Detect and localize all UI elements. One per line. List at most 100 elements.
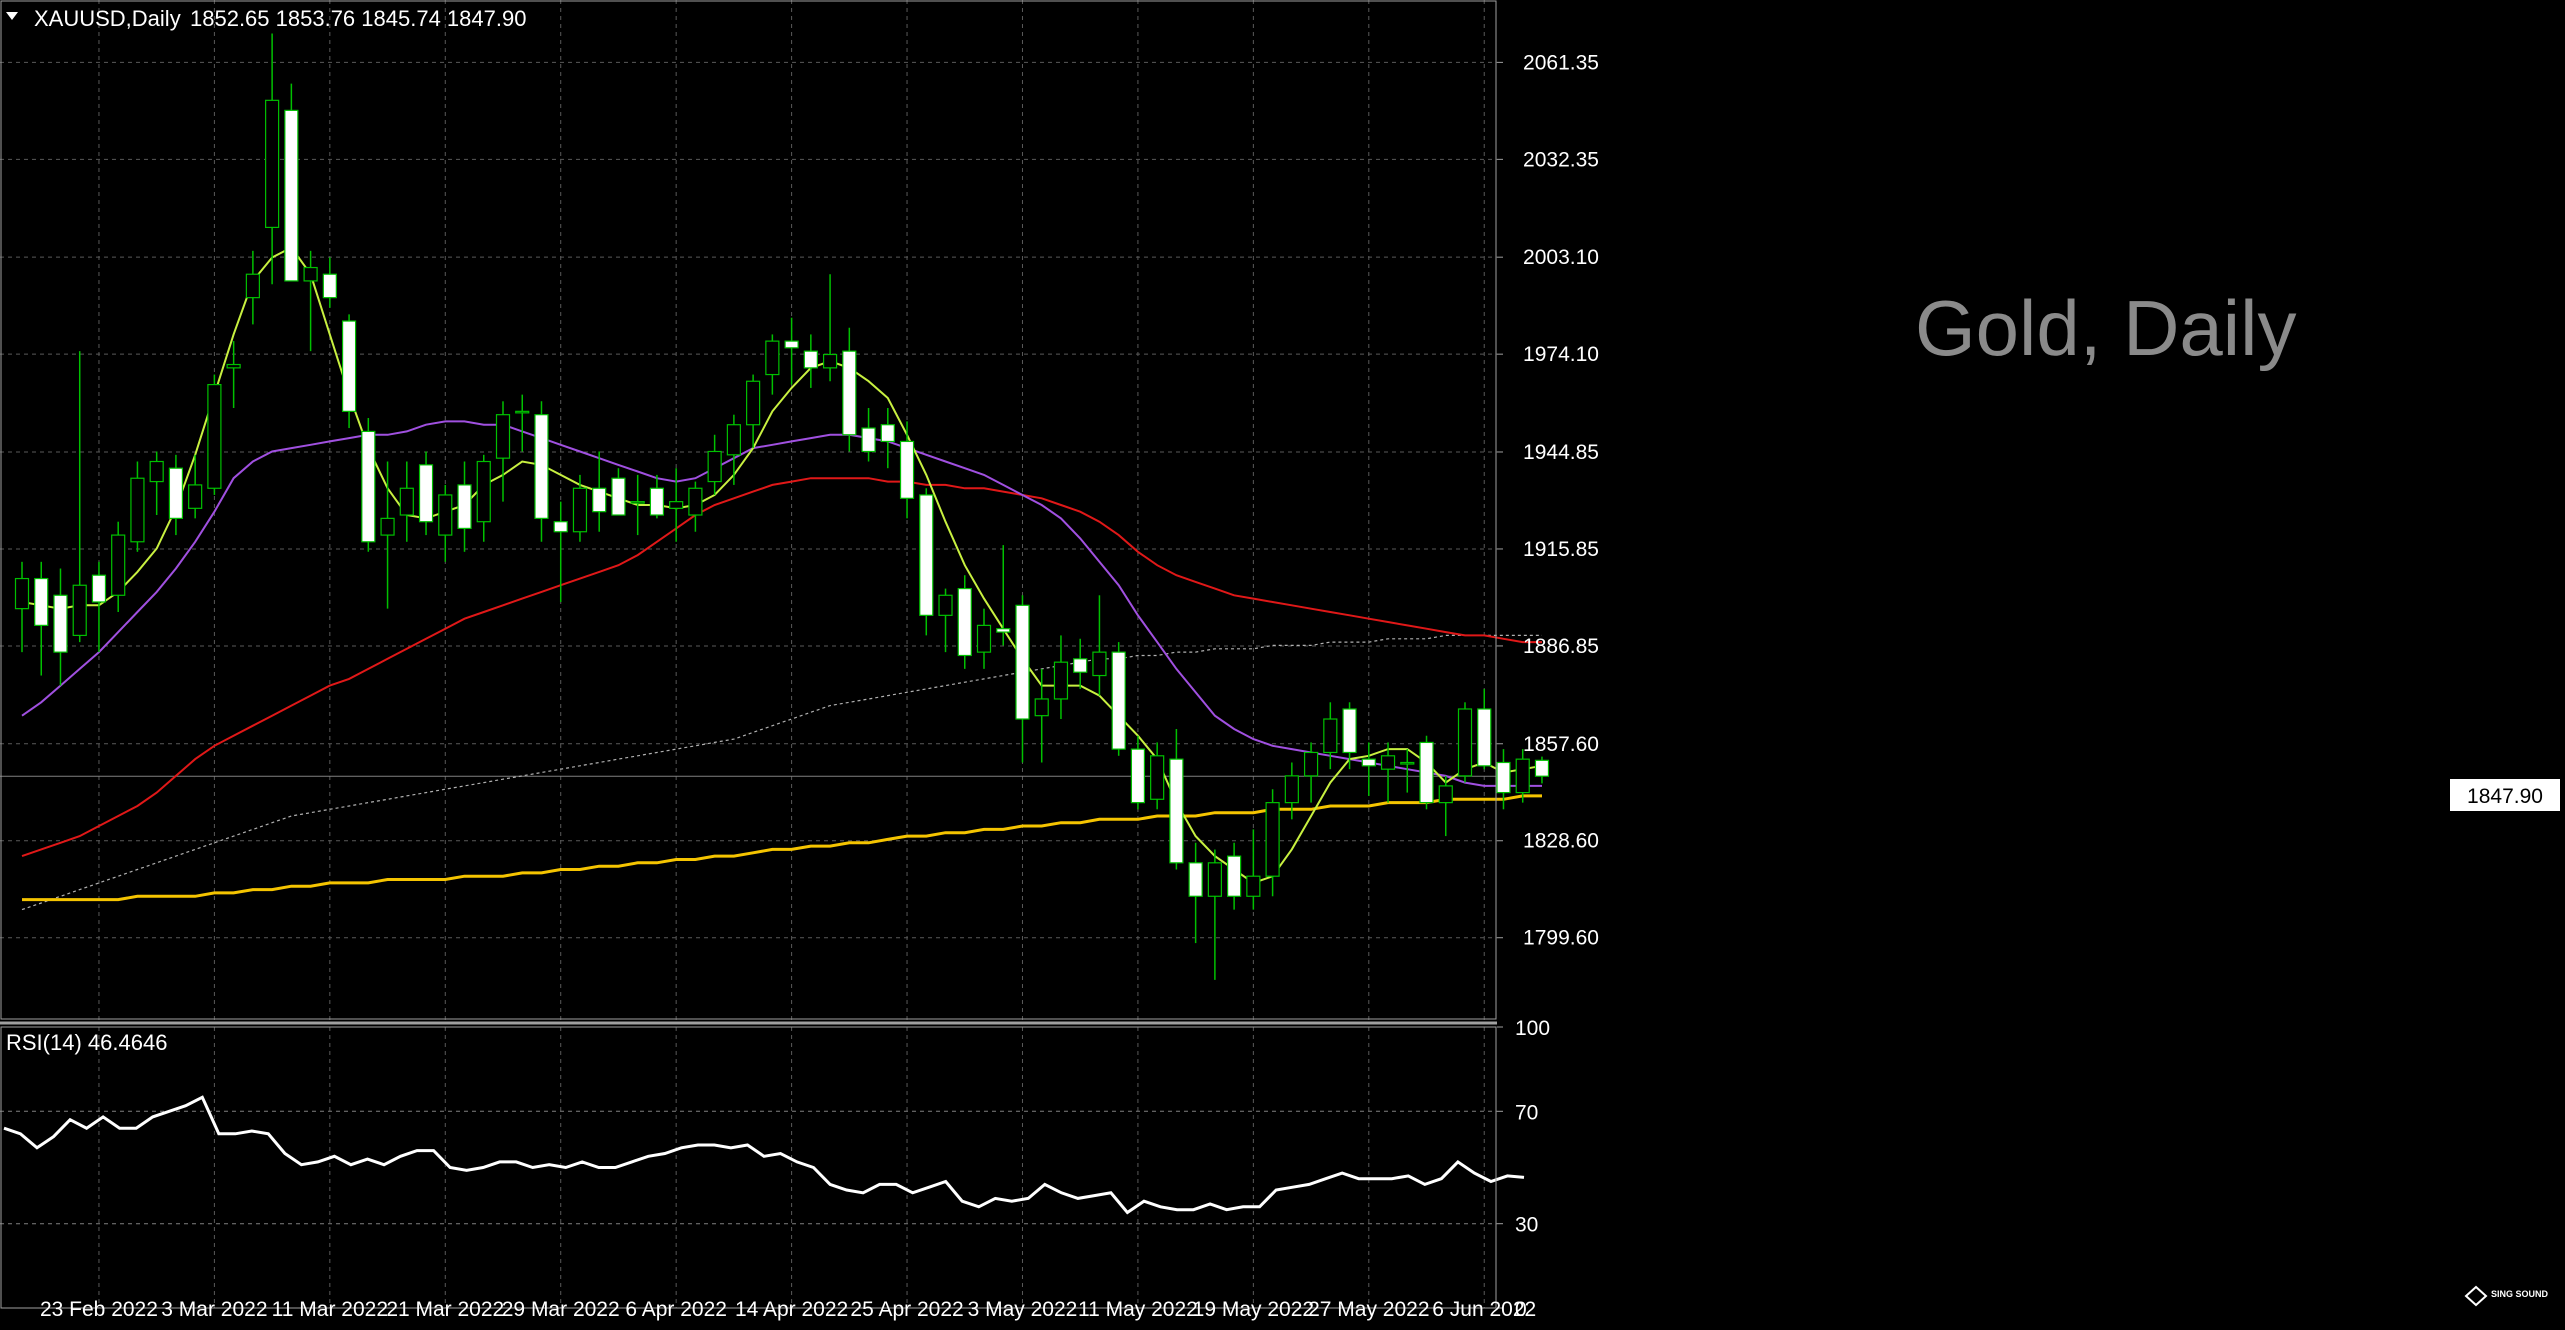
candle bbox=[72, 351, 87, 643]
candle bbox=[1438, 775, 1453, 837]
current-price-label: 1847.90 bbox=[2467, 785, 2543, 808]
axes: 2061.35 2032.35 2003.10 1974.10 1944.85 1915.… bbox=[0, 0, 1599, 1321]
current-price-tag bbox=[2450, 779, 2560, 811]
candle-body-bear bbox=[803, 350, 818, 369]
price-tick-label: 1974.10 bbox=[1523, 343, 1599, 366]
candle bbox=[822, 274, 838, 382]
candle-body-bull bbox=[707, 450, 722, 483]
candle bbox=[688, 481, 703, 532]
candle bbox=[746, 374, 761, 449]
candle-body-bear bbox=[611, 477, 626, 516]
candle-body-bear bbox=[457, 484, 472, 529]
candle bbox=[1400, 749, 1415, 793]
candle-body-bull bbox=[515, 410, 530, 414]
candle-body-bear bbox=[34, 577, 49, 626]
moving-averages bbox=[21, 246, 1543, 911]
candle bbox=[322, 257, 337, 308]
candle-body-bull bbox=[1246, 875, 1261, 897]
date-tick-label: 3 Mar 2022 bbox=[161, 1298, 267, 1321]
candle bbox=[553, 501, 568, 602]
candle-body-bear bbox=[322, 273, 337, 299]
candle bbox=[803, 334, 818, 388]
candle bbox=[611, 468, 626, 516]
date-tick-label: 19 May 2022 bbox=[1193, 1298, 1314, 1321]
rsi-tick-label: 100 bbox=[1515, 1017, 1550, 1040]
candle-body-bull bbox=[226, 363, 241, 369]
candle-body-bull bbox=[399, 487, 414, 516]
candle-body-bull bbox=[1053, 661, 1069, 700]
candle bbox=[842, 327, 857, 452]
rsi-panel: 100 70 30 0 bbox=[0, 1017, 1550, 1321]
candle bbox=[1188, 842, 1203, 944]
candle bbox=[1457, 702, 1473, 783]
candle bbox=[1342, 702, 1357, 770]
candle bbox=[765, 334, 780, 395]
candle bbox=[1092, 595, 1107, 696]
candle bbox=[669, 468, 684, 542]
candle bbox=[1150, 742, 1165, 810]
candle bbox=[1073, 638, 1088, 689]
candle-body-bear bbox=[880, 424, 895, 443]
date-tick-label: 23 Feb 2022 bbox=[40, 1298, 158, 1321]
ma-fast-line bbox=[21, 246, 1543, 885]
candle bbox=[457, 461, 472, 552]
candle-body-bull bbox=[1438, 785, 1453, 804]
candle-body-bear bbox=[1227, 855, 1242, 897]
candle bbox=[1053, 635, 1069, 720]
candle-body-bull bbox=[1457, 708, 1473, 777]
collapse-triangle-icon[interactable] bbox=[6, 12, 18, 20]
candle bbox=[207, 374, 222, 495]
candle-body-bull bbox=[1323, 718, 1338, 754]
rsi-label: RSI(14) 46.4646 bbox=[6, 1030, 167, 1055]
candle bbox=[111, 521, 126, 612]
candle-body-bear bbox=[842, 350, 857, 436]
candle-body-bear bbox=[919, 494, 934, 616]
date-tick-label: 27 May 2022 bbox=[1308, 1298, 1429, 1321]
candle bbox=[1169, 729, 1184, 870]
candle bbox=[534, 401, 549, 542]
price-tick-label: 1799.60 bbox=[1523, 927, 1599, 950]
candle bbox=[361, 418, 376, 552]
candle-body-bull bbox=[72, 584, 87, 637]
candle-body-bull bbox=[207, 383, 222, 489]
candle bbox=[1111, 642, 1126, 756]
candle bbox=[1534, 756, 1550, 784]
candle-body-bull bbox=[765, 340, 780, 376]
candle bbox=[418, 451, 434, 536]
candle bbox=[630, 474, 645, 536]
candle bbox=[938, 588, 953, 653]
candle-body-bear bbox=[284, 109, 299, 282]
rsi-panel-frame bbox=[0, 1026, 1497, 1309]
candle bbox=[592, 451, 607, 532]
price-tick-label: 1915.85 bbox=[1523, 538, 1599, 561]
candle-body-bull bbox=[1207, 862, 1222, 897]
candle bbox=[1515, 749, 1530, 803]
price-tick-label: 1857.60 bbox=[1523, 733, 1599, 756]
candle bbox=[1284, 762, 1299, 820]
candle-body-bull bbox=[188, 484, 203, 509]
candle-body-bear bbox=[1534, 759, 1550, 777]
candle bbox=[149, 451, 164, 516]
candle-body-bear bbox=[168, 467, 184, 519]
date-tick-label: 3 May 2022 bbox=[968, 1298, 1078, 1321]
candle-body-bull bbox=[149, 460, 164, 483]
date-tick-label: 21 Mar 2022 bbox=[386, 1298, 504, 1321]
candle bbox=[784, 317, 799, 385]
candle-body-bear bbox=[341, 320, 357, 412]
candle-body-bear bbox=[996, 628, 1011, 633]
date-tick-label: 6 Jun 2022 bbox=[1432, 1298, 1536, 1321]
candle bbox=[1130, 735, 1146, 810]
candle-body-bull bbox=[303, 266, 318, 282]
candle bbox=[34, 561, 49, 676]
candle bbox=[726, 414, 741, 485]
candle bbox=[1477, 688, 1492, 770]
candle-body-bull bbox=[476, 460, 491, 523]
candle-body-bear bbox=[899, 440, 915, 499]
price-tick-label: 1886.85 bbox=[1523, 635, 1599, 658]
candle bbox=[572, 474, 588, 542]
candle bbox=[226, 341, 241, 408]
candle-body-bear bbox=[592, 487, 607, 513]
candle bbox=[284, 83, 299, 282]
